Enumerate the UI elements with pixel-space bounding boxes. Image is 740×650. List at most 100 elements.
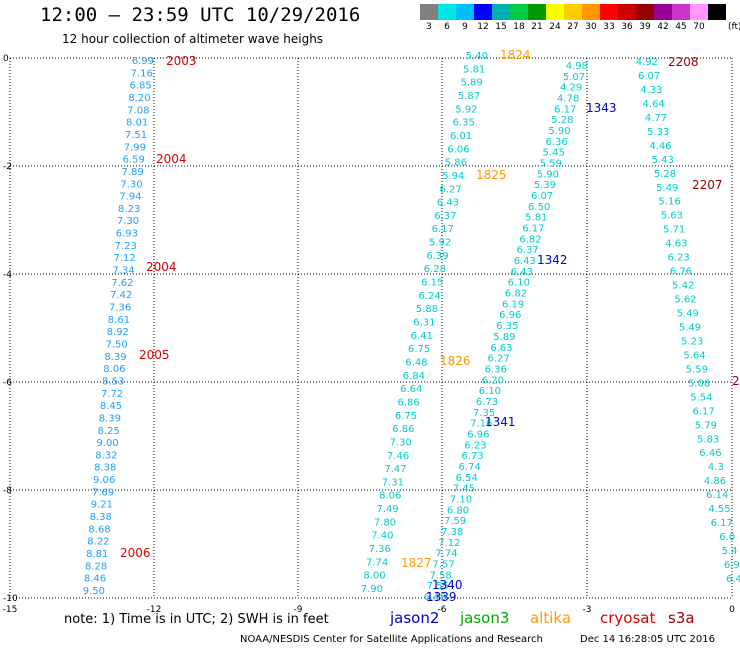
wave-height-value: 7.51 [125, 130, 147, 141]
color-scale-swatch [546, 4, 564, 20]
color-scale-tick: 15 [495, 22, 507, 32]
wave-height-value: 7.59 [444, 516, 466, 527]
color-scale-swatch [654, 4, 672, 20]
wave-height-value: 6.06 [447, 144, 469, 155]
wave-height-value: 6.76 [670, 267, 692, 278]
wave-height-value: 5.45 [543, 148, 565, 159]
wave-height-value: 6.82 [505, 289, 527, 300]
wave-height-value: 8.23 [118, 204, 140, 215]
wave-height-value: 8.32 [95, 450, 117, 461]
wave-height-value: 6.23 [464, 440, 486, 451]
satellite-legend-item: jason3 [460, 609, 510, 627]
pass-time-label: 2207 [692, 178, 723, 192]
wave-height-value: 5.49 [679, 322, 701, 333]
color-scale-swatch [600, 4, 618, 20]
color-scale-swatch [510, 4, 528, 20]
wave-height-value: 6.17 [692, 406, 714, 417]
wave-height-value: 6.10 [508, 278, 530, 289]
wave-height-value: 6.80 [447, 505, 469, 516]
wave-height-value: 5.63 [661, 211, 683, 222]
pass-time-label: 1339 [426, 590, 457, 604]
wave-height-value: 4.55 [708, 504, 730, 515]
color-scale [420, 4, 726, 20]
wave-height-value: 8.68 [88, 524, 110, 535]
wave-height-value: 6.0 [719, 532, 735, 543]
pass-time-label: 1340 [432, 578, 463, 592]
wave-height-value: 6.20 [482, 375, 504, 386]
page-title: 12:00 – 23:59 UTC 10/29/2016 [40, 4, 361, 26]
wave-height-value: 5.64 [683, 350, 705, 361]
wave-height-value: 5.94 [442, 171, 464, 182]
wave-height-value: 8.22 [87, 537, 109, 548]
color-scale-tick: 42 [657, 22, 669, 32]
color-scale-tick: 33 [603, 22, 615, 32]
wave-height-value: 7.58 [430, 570, 452, 581]
wave-height-value: 5.89 [493, 332, 515, 343]
pass-time-label: 2004 [146, 260, 177, 274]
wave-height-value: 8.39 [99, 413, 121, 424]
wave-height-value: 6.43 [511, 267, 533, 278]
y-tick-label: -4 [3, 270, 12, 280]
wave-height-value: 5.92 [429, 238, 451, 249]
wave-height-value: 6.96 [499, 310, 521, 321]
wave-height-value: 5.28 [654, 169, 676, 180]
wave-height-value: 6.85 [129, 81, 151, 92]
wave-height-value: 5.87 [458, 91, 480, 102]
wave-height-value: 6.82 [519, 234, 541, 245]
color-scale-swatch [708, 4, 726, 20]
wave-height-value: 5.89 [460, 78, 482, 89]
wave-height-value: 7.57 [432, 559, 454, 570]
color-scale-swatch [438, 4, 456, 20]
wave-height-value: 7.69 [92, 487, 114, 498]
wave-height-value: 7.46 [387, 451, 409, 462]
wave-height-value: 7.38 [441, 527, 463, 538]
wave-height-value: 8.53 [102, 376, 124, 387]
wave-height-value: 6.35 [453, 118, 475, 129]
wave-height-value: 7.72 [101, 389, 123, 400]
wave-height-value: 6.31 [413, 318, 435, 329]
color-scale-tick: 70 [693, 22, 705, 32]
wave-height-value: 5.49 [656, 183, 678, 194]
wave-height-value: 6.4 [726, 574, 740, 585]
wave-height-value: 6.73 [476, 397, 498, 408]
wave-height-value: 6.75 [395, 411, 417, 422]
wave-height-value: 6.36 [545, 137, 567, 148]
wave-height-value: 6.27 [487, 354, 509, 365]
wave-height-value: 5.07 [563, 72, 585, 83]
color-scale-tick: 9 [462, 22, 468, 32]
scale-unit-label: (ft) [728, 22, 740, 32]
color-scale-tick: 3 [426, 22, 432, 32]
wave-height-value: 7.55 [427, 581, 449, 592]
color-scale-tick: 6 [444, 22, 450, 32]
credit-text: NOAA/NESDIS Center for Satellite Applica… [240, 634, 543, 645]
x-tick-label: -3 [583, 605, 592, 615]
color-scale-swatch [492, 4, 510, 20]
wave-height-value: 7.40 [371, 531, 393, 542]
pass-time-label: 1342 [537, 253, 568, 267]
wave-height-value: 8.38 [94, 463, 116, 474]
color-scale-swatch [564, 4, 582, 20]
wave-height-value: 7.10 [450, 494, 472, 505]
color-scale-tick: 45 [675, 22, 687, 32]
wave-height-value: 6.86 [392, 424, 414, 435]
wave-height-value: 7.36 [109, 303, 131, 314]
wave-height-value: 5.28 [551, 115, 573, 126]
x-tick-label: -12 [147, 605, 162, 615]
wave-height-value: 7.36 [369, 544, 391, 555]
color-scale-tick: 30 [585, 22, 597, 32]
y-tick-label: 0 [3, 54, 9, 64]
wave-height-value: 7.12 [438, 538, 460, 549]
wave-height-value: 6.50 [528, 202, 550, 213]
wave-height-value: 6.84 [403, 371, 425, 382]
wave-height-value: 5.4 [722, 546, 738, 557]
wave-height-value: 4.29 [560, 83, 582, 94]
wave-height-value: 6.01 [450, 131, 472, 142]
wave-height-value: 8.61 [108, 315, 130, 326]
satellite-legend-item: altika [530, 609, 572, 627]
wave-height-value: 4.64 [643, 99, 665, 110]
gridlines [9, 57, 733, 599]
wave-height-value: 5.33 [647, 127, 669, 138]
time-labels: 2003 2004 2004 2005 2006 1824 1825 1826 1827 1343… [120, 48, 740, 604]
wave-height-value: 5.71 [663, 225, 685, 236]
color-scale-tick: 21 [531, 22, 543, 32]
